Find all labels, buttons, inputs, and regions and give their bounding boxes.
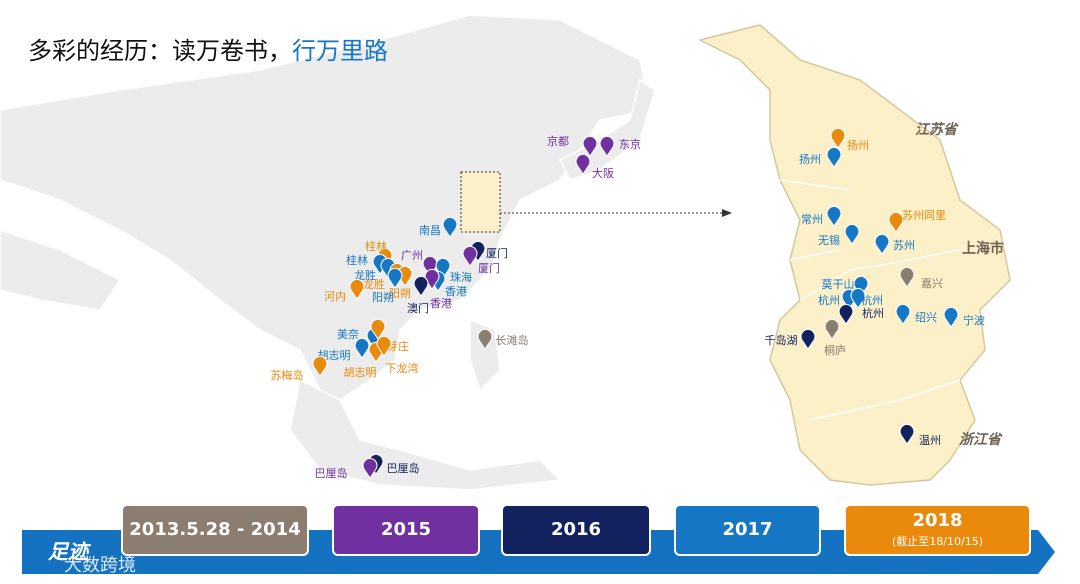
- region-label: 上海市: [962, 240, 1004, 257]
- pin: [349, 278, 365, 300]
- pin: [582, 135, 598, 157]
- world-land: [0, 14, 656, 491]
- province-borders: [779, 179, 961, 421]
- place-label: 胡志明: [344, 365, 377, 379]
- place-label: 广州: [401, 249, 423, 262]
- pin: [800, 328, 816, 350]
- period-note: (截止至18/10/15): [892, 534, 983, 548]
- place-label: 京都: [547, 134, 569, 148]
- place-label: 杭州: [862, 306, 884, 320]
- pin: [442, 216, 458, 238]
- region-label: 江苏省: [915, 121, 959, 138]
- period-label: 2017: [722, 519, 772, 540]
- place-label: 河内: [324, 289, 346, 303]
- place-label: 苏州: [893, 239, 915, 252]
- place-label: 阳朔: [389, 287, 411, 300]
- place-label: 胡志明: [318, 348, 351, 362]
- period-box: [844, 504, 1031, 556]
- place-label: 温州: [919, 434, 941, 447]
- pin: [899, 423, 915, 445]
- pin: [895, 303, 911, 325]
- place-label: 苏梅岛: [271, 368, 304, 382]
- place-label: 龙胜: [363, 277, 385, 291]
- place-label: 常州: [801, 213, 823, 226]
- zoom-arrow-head: [722, 209, 732, 217]
- place-label: 巴厘岛: [315, 466, 348, 480]
- pin: [850, 287, 866, 309]
- period-box: [501, 504, 651, 556]
- region-label: 浙江省: [959, 431, 1003, 448]
- place-label: 香港: [445, 285, 467, 298]
- place-label: 芽庄: [387, 339, 409, 353]
- period-box: [121, 504, 309, 556]
- place-label: 厦门: [486, 246, 508, 260]
- place-label: 澳门: [407, 301, 429, 315]
- period-label: 2016: [551, 519, 601, 540]
- pin: [376, 335, 392, 357]
- pin: [888, 211, 904, 233]
- pin: [838, 303, 854, 325]
- timeline-label: 足迹: [48, 540, 92, 564]
- pin: [413, 275, 429, 297]
- period-label: 2018: [912, 510, 962, 531]
- place-label: 大阪: [592, 166, 614, 180]
- detail-land: [697, 24, 1011, 486]
- pin: [826, 146, 842, 168]
- pin: [826, 205, 842, 227]
- place-label: 绍兴: [915, 310, 937, 324]
- pin: [362, 457, 378, 479]
- pin: [312, 355, 328, 377]
- pin: [844, 223, 860, 245]
- zoom-box: [460, 171, 501, 233]
- title: 多彩的经历：读万卷书，行万里路: [28, 37, 388, 65]
- pin: [387, 267, 403, 289]
- pin: [943, 306, 959, 328]
- place-label: 南昌: [419, 224, 441, 237]
- period-box: [332, 504, 480, 556]
- title-main: 多彩的经历：读万卷书，: [28, 37, 292, 65]
- place-label: 扬州: [799, 152, 821, 166]
- place-label: 阳朔: [372, 291, 394, 304]
- place-label: 厦门: [478, 261, 500, 275]
- pin: [874, 233, 890, 255]
- watermark: 大数跨境: [64, 555, 136, 576]
- place-label: 莫干山: [822, 278, 855, 291]
- place-label: 苏州同里: [902, 209, 946, 222]
- place-label: 珠海: [450, 270, 472, 284]
- place-label: 杭州: [861, 293, 883, 307]
- pin: [575, 153, 591, 175]
- title-highlight: 行万里路: [292, 37, 388, 65]
- place-label: 长滩岛: [496, 333, 529, 347]
- place-label: 千岛湖: [765, 333, 798, 347]
- place-label: 下龙湾: [386, 361, 419, 375]
- pin: [899, 266, 915, 288]
- period-box: [674, 504, 821, 556]
- pin: [462, 245, 478, 267]
- place-label: 巴厘岛: [387, 461, 420, 475]
- place-label: 龙胜: [354, 268, 376, 282]
- place-label: 东京: [619, 137, 641, 151]
- place-label: 扬州: [847, 138, 869, 152]
- pin: [599, 135, 615, 157]
- place-label: 美奈: [337, 327, 359, 341]
- place-label: 香港: [430, 297, 452, 310]
- place-label: 桐庐: [824, 343, 846, 357]
- pin: [824, 318, 840, 340]
- place-label: 无锡: [818, 233, 840, 247]
- pin: [477, 328, 493, 350]
- place-label: 宁波: [963, 313, 985, 327]
- pin: [853, 275, 869, 297]
- pin: [830, 127, 846, 149]
- place-label: 嘉兴: [921, 276, 943, 290]
- pin: [354, 337, 370, 359]
- period-label: 2015: [381, 519, 431, 540]
- pin: [435, 257, 451, 279]
- place-label: 杭州: [818, 293, 840, 307]
- place-label: 桂林: [365, 239, 387, 253]
- pin: [370, 318, 386, 340]
- period-label: 2013.5.28 - 2014: [129, 519, 300, 540]
- place-label: 桂林: [346, 253, 368, 267]
